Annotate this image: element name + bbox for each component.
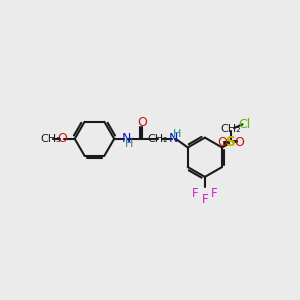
- Text: Cl: Cl: [238, 118, 250, 131]
- Text: H: H: [125, 139, 134, 149]
- Text: O: O: [57, 132, 67, 145]
- Text: N: N: [122, 132, 131, 145]
- Text: O: O: [235, 136, 244, 149]
- Text: H: H: [173, 129, 181, 139]
- Text: S: S: [226, 135, 236, 149]
- Text: CH₃: CH₃: [40, 134, 61, 144]
- Text: F: F: [192, 187, 198, 200]
- Text: CH₂: CH₂: [220, 124, 241, 134]
- Text: N: N: [169, 132, 178, 145]
- Text: O: O: [137, 116, 147, 129]
- Text: F: F: [212, 187, 218, 200]
- Text: CH₂: CH₂: [148, 134, 168, 144]
- Text: F: F: [202, 193, 208, 206]
- Text: O: O: [217, 136, 227, 149]
